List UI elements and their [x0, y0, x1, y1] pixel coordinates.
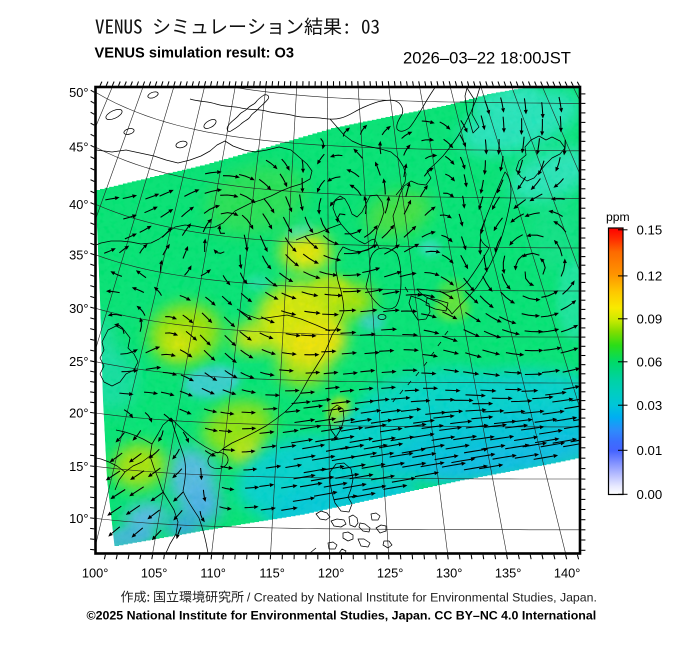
svg-text:10°: 10°: [69, 511, 88, 526]
svg-text:140°: 140°: [554, 566, 580, 581]
svg-text:20°: 20°: [69, 406, 88, 421]
svg-text:110°: 110°: [200, 566, 226, 581]
svg-text:50°: 50°: [69, 85, 88, 100]
svg-text:VENUS simulation result: O3: VENUS simulation result: O3: [95, 46, 295, 62]
svg-text:125°: 125°: [377, 566, 403, 581]
svg-text:30°: 30°: [69, 301, 88, 316]
svg-text:120°: 120°: [318, 566, 344, 581]
svg-text:0.12: 0.12: [637, 269, 663, 284]
svg-text:0.01: 0.01: [637, 443, 663, 458]
svg-text:0.15: 0.15: [637, 222, 663, 237]
svg-text:40°: 40°: [69, 197, 88, 212]
svg-text:0.03: 0.03: [637, 398, 663, 413]
svg-text:25°: 25°: [69, 354, 88, 369]
svg-text:0.06: 0.06: [637, 354, 663, 369]
svg-text:135°: 135°: [495, 566, 521, 581]
svg-text:ppm: ppm: [606, 210, 630, 224]
svg-text:130°: 130°: [436, 566, 462, 581]
svg-text:115°: 115°: [259, 566, 285, 581]
svg-text:100°: 100°: [82, 566, 108, 581]
svg-text:2026–03–22 18:00JST: 2026–03–22 18:00JST: [403, 49, 571, 68]
svg-text:105°: 105°: [141, 566, 167, 581]
svg-text:0.09: 0.09: [637, 311, 663, 326]
svg-text:0.00: 0.00: [637, 487, 663, 502]
svg-text:15°: 15°: [69, 459, 88, 474]
svg-text:©2025 National Institute for E: ©2025 National Institute for Environment…: [87, 609, 597, 623]
svg-text:45°: 45°: [69, 140, 88, 155]
svg-text:/ Created by National Institut: / Created by National Institute for Envi…: [247, 591, 597, 605]
svg-text:35°: 35°: [69, 247, 88, 262]
